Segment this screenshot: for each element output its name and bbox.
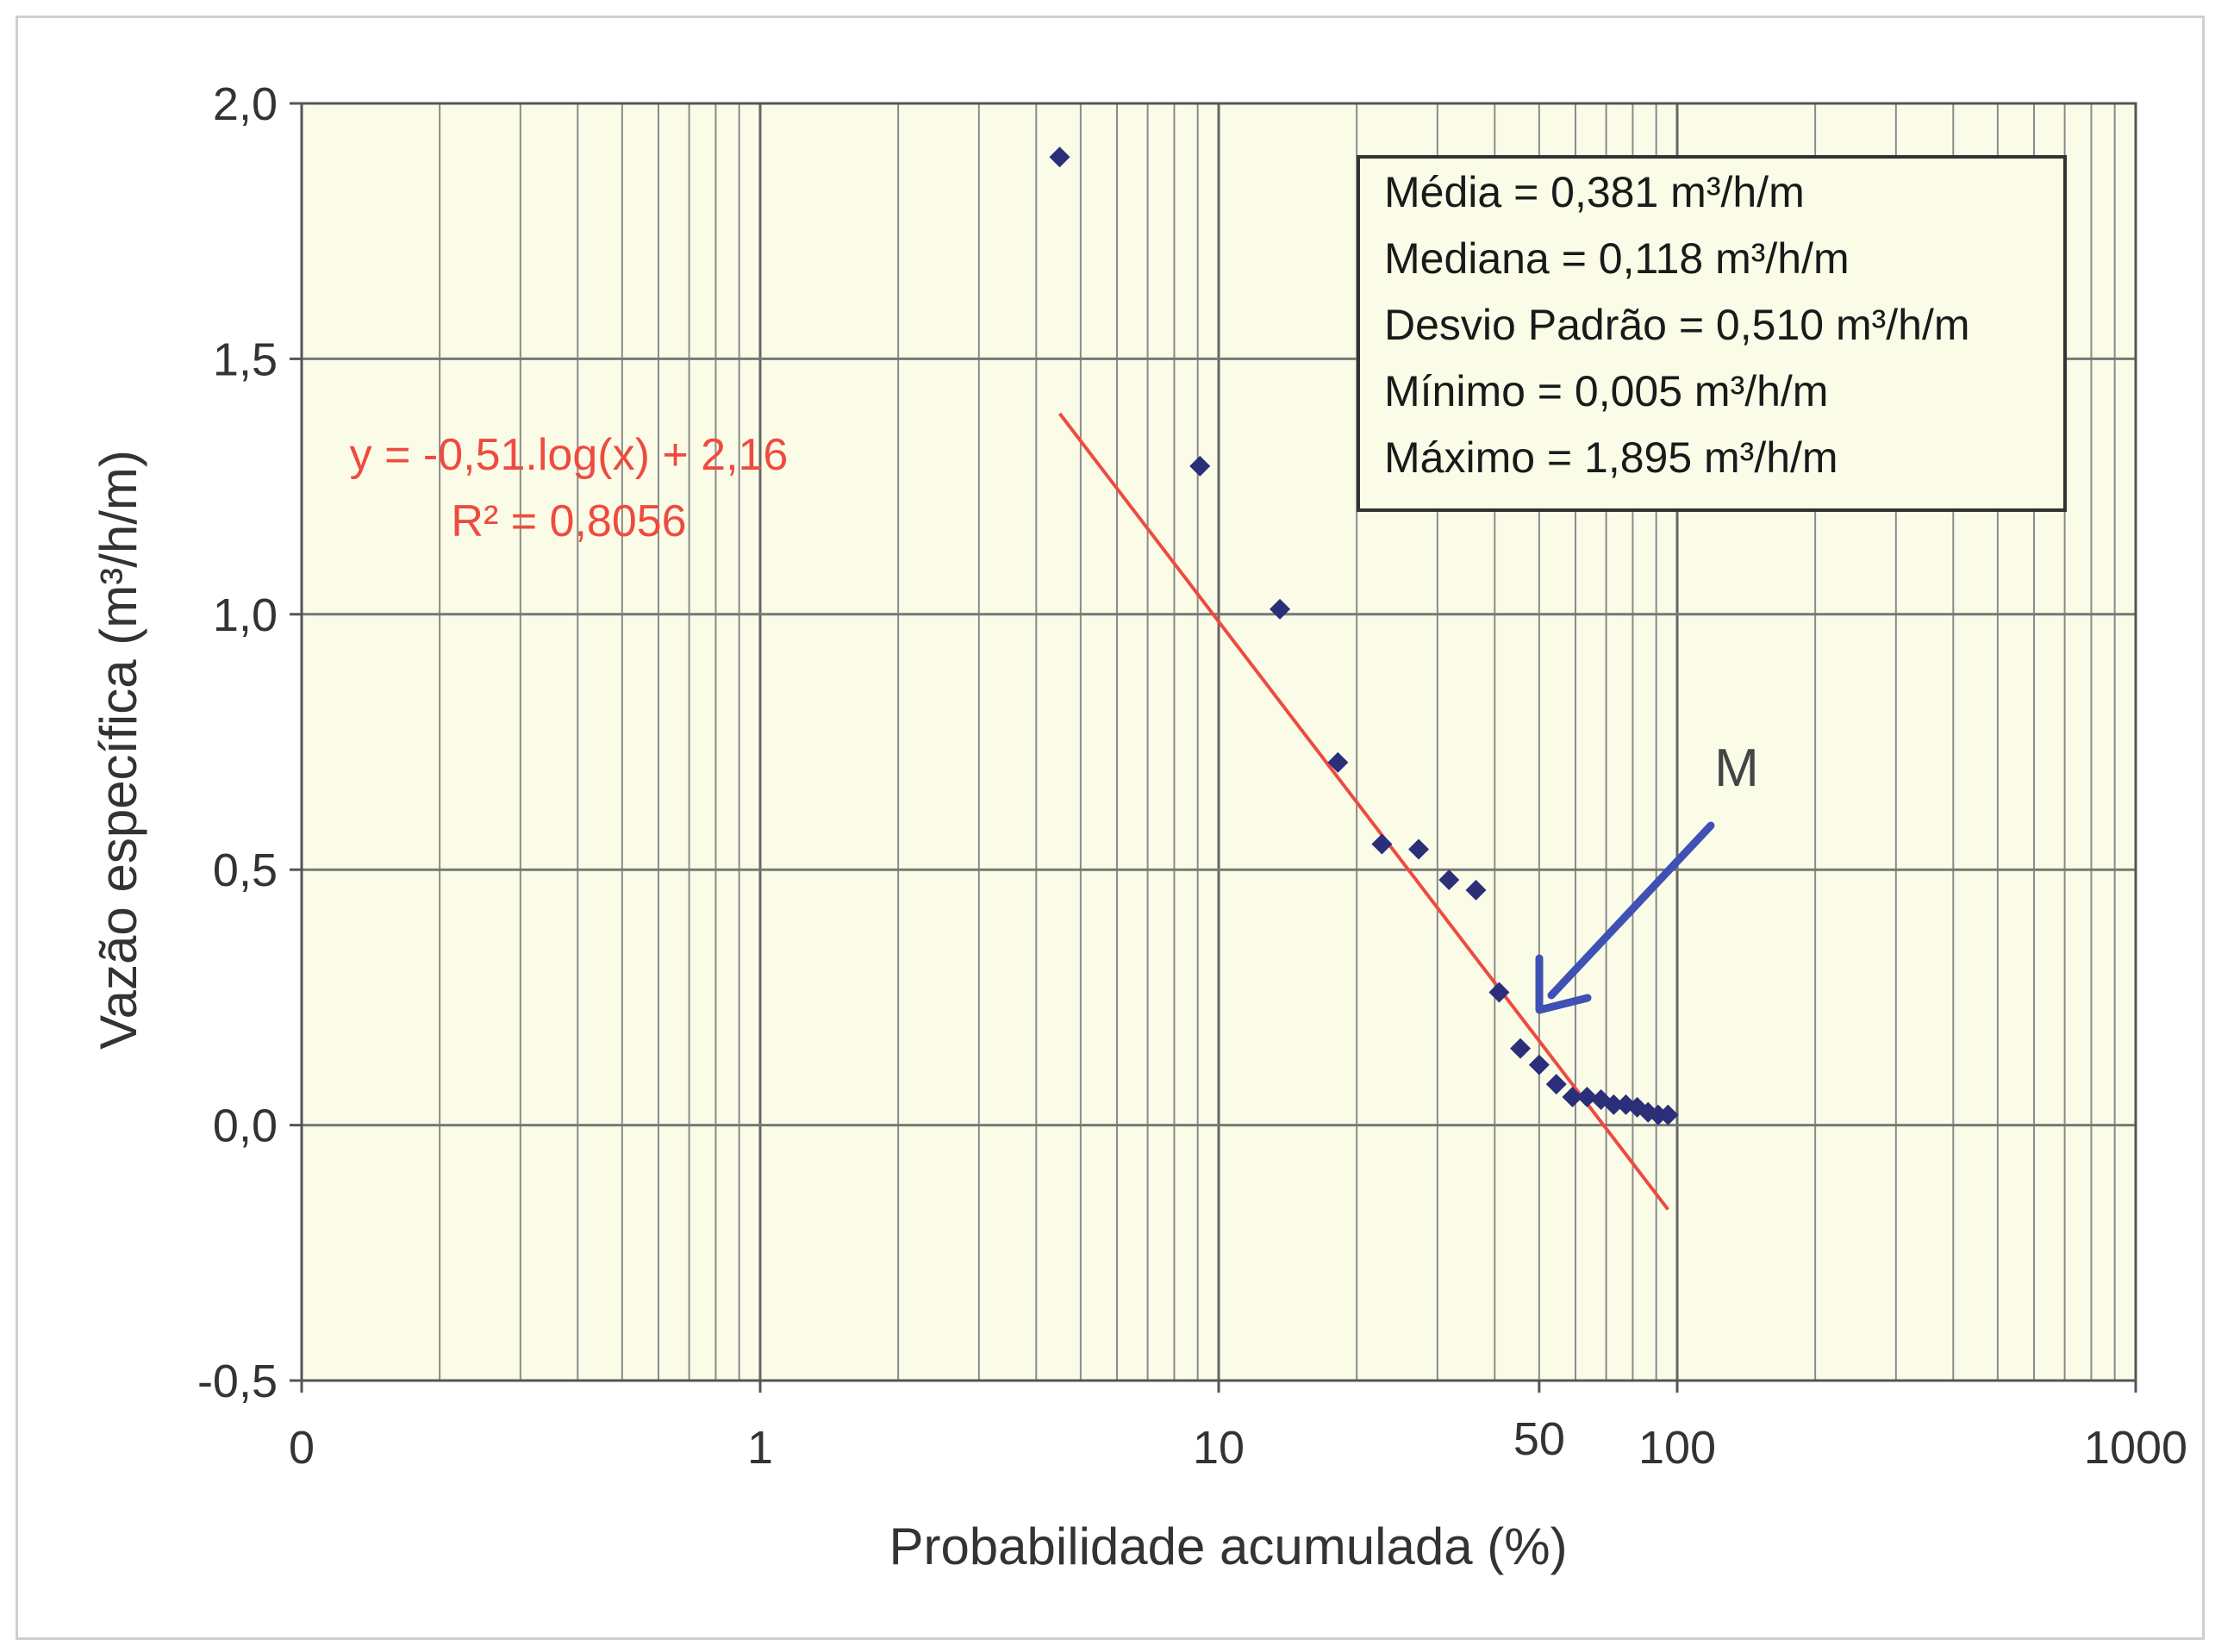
data-point xyxy=(1510,1038,1532,1059)
stat-min: Mínimo = 0,005 m³/h/m xyxy=(1384,367,1828,415)
data-point xyxy=(1545,1074,1567,1095)
data-point xyxy=(1657,1104,1679,1125)
y-axis-ticks: 2,0 1,5 1,0 0,5 0,0 -0,5 xyxy=(197,78,302,1407)
trend-equation: y = -0,51.log(x) + 2,16 xyxy=(350,430,789,480)
data-point xyxy=(1438,870,1460,891)
data-point xyxy=(1562,1086,1583,1107)
data-point xyxy=(1371,833,1393,855)
data-points xyxy=(1049,146,1679,1125)
x-tick-label: 1000 xyxy=(2084,1422,2187,1474)
data-point xyxy=(1049,146,1070,168)
data-point xyxy=(1327,751,1349,773)
data-point xyxy=(1270,598,1291,620)
x-tick-label: 0 xyxy=(289,1422,315,1474)
trend-line xyxy=(1058,412,1669,1211)
data-point xyxy=(1465,879,1487,901)
stat-mean: Média = 0,381 m³/h/m xyxy=(1384,168,1805,216)
data-point xyxy=(1528,1054,1550,1075)
y-axis-title: Vazão específica (m³/h/m) xyxy=(90,450,147,1050)
x-tick-label: 1 xyxy=(747,1422,773,1474)
x-axis-title: Probabilidade acumulada (%) xyxy=(889,1518,1567,1575)
data-point xyxy=(1488,982,1510,1003)
y-tick-label: 0,5 xyxy=(213,845,278,896)
y-tick-label: 1,5 xyxy=(213,334,278,385)
data-point xyxy=(1576,1086,1598,1107)
y-tick-label: 1,0 xyxy=(213,589,278,641)
stat-max: Máximo = 1,895 m³/h/m xyxy=(1384,433,1838,482)
x-axis-ticks: 0 1 10 50 100 1000 xyxy=(289,1381,2187,1474)
stats-box xyxy=(1357,155,2067,512)
data-point xyxy=(1189,455,1211,477)
y-tick-label: 2,0 xyxy=(213,78,278,130)
stat-std-dev: Desvio Padrão = 0,510 m³/h/m xyxy=(1384,301,1970,349)
annotation-label: M xyxy=(1714,739,1759,798)
data-point xyxy=(1603,1094,1625,1115)
x-tick-label: 50 xyxy=(1513,1413,1565,1465)
x-tick-label: 10 xyxy=(1193,1422,1245,1474)
stat-median: Mediana = 0,118 m³/h/m xyxy=(1384,234,1850,283)
y-tick-label: -0,5 xyxy=(197,1356,278,1407)
data-point xyxy=(1408,838,1430,860)
annotation-arrow xyxy=(1535,821,1715,1014)
r-squared-label: R² = 0,8056 xyxy=(451,496,686,546)
y-tick-label: 0,0 xyxy=(213,1100,278,1152)
x-tick-label: 100 xyxy=(1638,1422,1716,1474)
